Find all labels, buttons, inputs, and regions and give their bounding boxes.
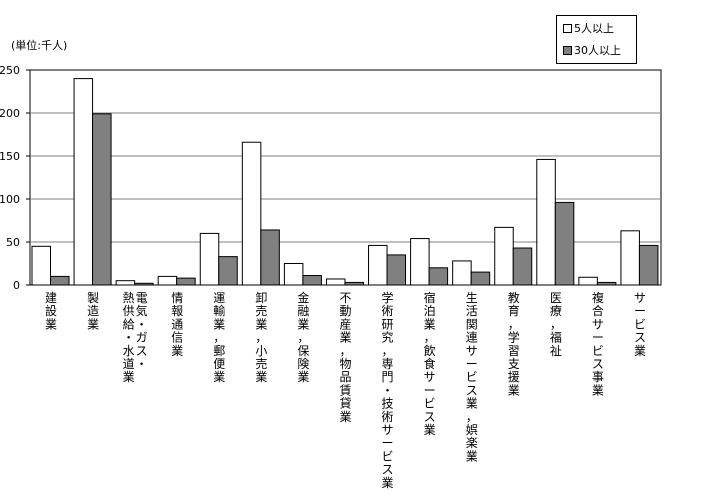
bar-5plus	[325, 278, 346, 286]
category-label: 建設業	[45, 291, 57, 331]
bar-30plus	[554, 201, 575, 286]
bar-30plus	[386, 254, 407, 286]
y-tick-label: 250	[0, 64, 20, 77]
category-label: 情報通信業	[171, 291, 183, 358]
bar-5plus	[578, 276, 598, 286]
y-tick-label: 0	[13, 279, 20, 292]
bar-5plus	[199, 232, 220, 286]
bar-30plus	[176, 277, 196, 286]
bar-5plus	[241, 141, 262, 286]
legend-item-5plus: 5人以上	[563, 20, 614, 36]
bar-5plus	[620, 230, 640, 286]
bar-5plus	[368, 244, 388, 286]
y-tick-label: 50	[6, 236, 20, 249]
legend-label-30plus: 30人以上	[574, 44, 621, 57]
category-label: 製造業	[87, 291, 99, 331]
legend-item-30plus: 30人以上	[563, 42, 621, 58]
bar-30plus	[512, 247, 533, 286]
bar-5plus	[410, 238, 430, 286]
category-label: 学術研究，専門・技術サービス業	[382, 290, 394, 490]
bar-30plus	[260, 229, 280, 286]
bar-5plus	[73, 78, 94, 286]
bar-30plus	[638, 244, 659, 286]
bar-5plus	[536, 158, 556, 286]
bar-30plus	[428, 267, 449, 286]
legend-swatch-30plus	[563, 46, 572, 55]
category-label: 宿泊業，飲食サービス業	[424, 290, 436, 437]
bar-5plus	[157, 275, 178, 286]
y-tick-label: 150	[0, 150, 20, 163]
bars	[31, 78, 659, 286]
bar-30plus	[92, 113, 112, 286]
bar-5plus	[494, 226, 514, 286]
bar-5plus	[452, 260, 472, 286]
bar-5plus	[31, 245, 51, 286]
bar-30plus	[470, 271, 491, 286]
category-label: 生活関連サービス業，娯楽業	[466, 291, 478, 463]
category-label: 卸売業，小売業	[255, 290, 267, 384]
category-label: サービス業	[634, 291, 646, 358]
legend: 5人以上 30人以上	[556, 15, 637, 64]
legend-label-5plus: 5人以上	[574, 22, 614, 35]
category-label: 不動産業，物品賃貸業	[339, 291, 351, 424]
category-label: 複合サービス事業	[592, 290, 604, 397]
category-label: 医療，福祉	[550, 291, 562, 358]
category-label: 教育，学習支援業	[508, 290, 520, 397]
legend-swatch-5plus	[563, 24, 572, 33]
category-label: 金融業，保険業	[297, 290, 309, 384]
category-label: 熱供給・水道業	[123, 291, 135, 384]
unit-label: (単位:千人)	[11, 39, 68, 52]
bar-5plus	[283, 263, 304, 286]
category-label: 運輸業，郵便業	[213, 291, 225, 384]
bar-30plus	[50, 275, 70, 286]
bar-30plus	[218, 256, 238, 286]
bar-30plus	[302, 275, 322, 286]
y-tick-labels: 0 50 100 150 200 250	[0, 64, 20, 292]
category-label: 電気・ガス・	[136, 291, 148, 371]
y-tick-label: 100	[0, 193, 20, 206]
y-tick-label: 200	[0, 107, 20, 120]
x-category-labels: 建設業 製造業 電気・ガス・熱供給・水道業 情報通信業 運輸業，郵便業 卸売業，小売業 金融…	[45, 290, 646, 490]
axes	[26, 69, 661, 286]
bar-5plus	[115, 280, 136, 286]
